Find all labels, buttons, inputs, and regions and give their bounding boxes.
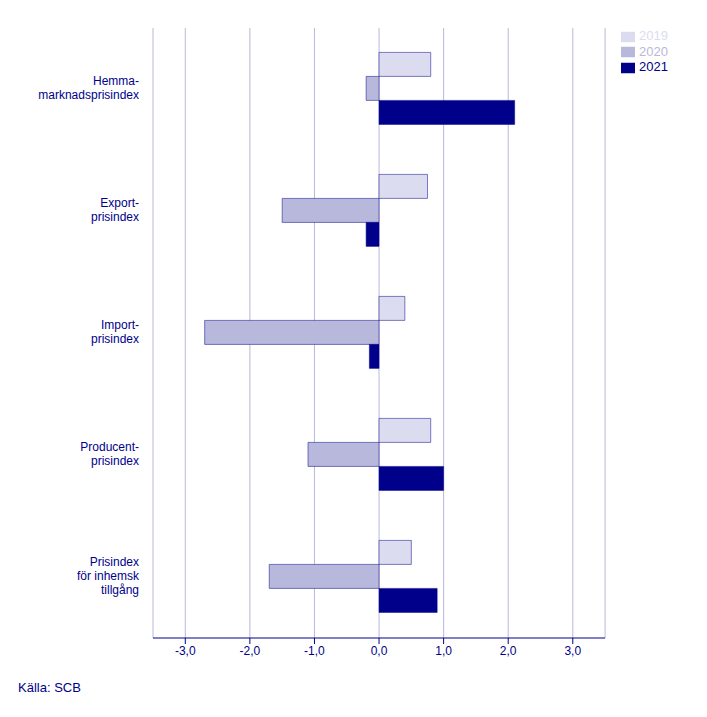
svg-text:Hemma-marknadsprisindex: Hemma-marknadsprisindex [38,74,139,102]
svg-text:0,0: 0,0 [371,644,388,658]
html-text:2021: 2021 [639,59,668,75]
svg-text:Export-prisindex: Export-prisindex [91,196,139,224]
svg-text:1,0: 1,0 [435,644,452,658]
html-text:2020: 2020 [639,43,668,59]
svg-text:-2,0: -2,0 [240,644,261,658]
svg-text:Prisindexför inhemsktillgång: Prisindexför inhemsktillgång [77,555,140,597]
html-text:Källa: SCB: Källa: SCB [18,680,81,695]
svg-text:3,0: 3,0 [564,644,581,658]
svg-text:Import-prisindex: Import-prisindex [91,318,139,346]
html-text:2019: 2019 [639,28,668,43]
svg-text:Producent-prisindex: Producent-prisindex [80,440,139,468]
svg-text:-1,0: -1,0 [304,644,325,658]
svg-text:-3,0: -3,0 [175,644,196,658]
svg-text:2,0: 2,0 [500,644,517,658]
